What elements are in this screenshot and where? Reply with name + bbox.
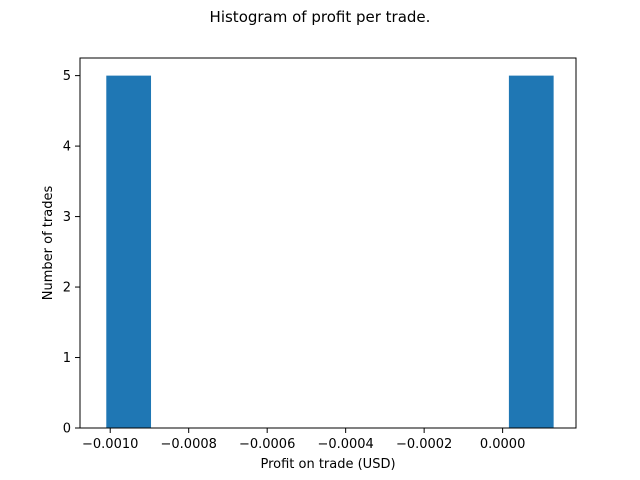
plot-frame: [79, 57, 577, 429]
histogram-bar-9: [508, 75, 554, 428]
histogram-bar-0: [106, 75, 152, 428]
y-axis-ticks: 0 1 2 3 4 5: [63, 69, 80, 437]
x-tick-label-2: −0.0006: [239, 437, 295, 452]
x-tick-label-4: −0.0002: [396, 437, 452, 452]
x-axis-ticks: −0.0010 −0.0008 −0.0006 −0.0004 −0.0002 0.000…: [82, 428, 525, 452]
y-axis-label: Number of trades: [41, 186, 56, 301]
y-tick-label-3: 3: [63, 210, 71, 225]
x-tick-label-5: 0.0000: [480, 437, 526, 452]
y-tick-label-2: 2: [63, 281, 71, 296]
x-tick-label-0: −0.0010: [82, 437, 138, 452]
y-tick-label-5: 5: [63, 69, 71, 84]
x-tick-label-3: −0.0004: [317, 437, 373, 452]
x-tick-label-1: −0.0008: [161, 437, 217, 452]
y-tick-label-0: 0: [63, 422, 71, 437]
y-tick-label-1: 1: [63, 351, 71, 366]
x-axis-label: Profit on trade (USD): [260, 457, 395, 472]
y-tick-label-4: 4: [63, 140, 71, 155]
chart-title: Histogram of profit per trade.: [210, 8, 431, 26]
bars-group: [106, 75, 554, 428]
